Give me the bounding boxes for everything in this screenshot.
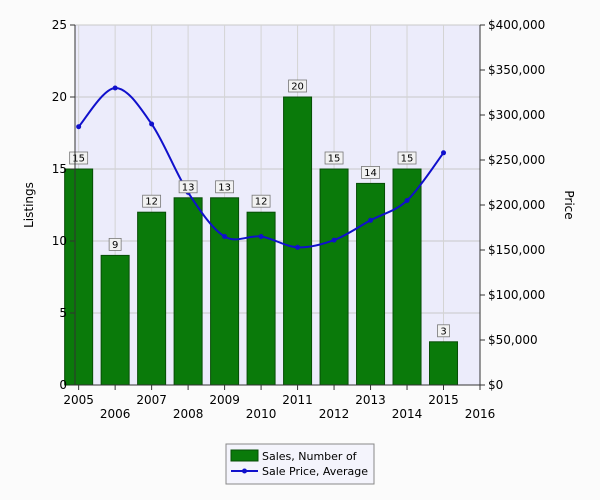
data-label-text: 14 (364, 168, 377, 179)
bar-2006 (100, 254, 130, 386)
y-axis-title: Listings (22, 182, 36, 228)
x-tick-label: 2006 (100, 407, 131, 421)
legend-label-price: Sale Price, Average (262, 465, 368, 478)
data-label-box (178, 180, 198, 194)
y-tick-label: 20 (52, 90, 67, 104)
bar-2011 (283, 96, 313, 386)
price-point-2013 (368, 217, 374, 223)
data-label-text: 20 (291, 82, 304, 93)
data-label-2006: 9 (108, 237, 122, 251)
data-label-2007: 12 (142, 194, 162, 208)
x-tick-label: 2009 (209, 393, 240, 407)
price-point-2005 (76, 124, 82, 130)
y2-tick-label: $400,000 (488, 18, 545, 32)
x-tick-label: 2016 (465, 407, 496, 421)
x-tick-label: 2015 (428, 393, 459, 407)
bar-2010 (246, 211, 276, 386)
legend: Sales, Number of Sale Price, Average (225, 443, 375, 485)
data-label-2011: 20 (288, 79, 307, 93)
data-label-2012: 15 (324, 151, 344, 165)
price-point-2015 (441, 150, 447, 156)
y2-tick-label: $350,000 (488, 63, 545, 77)
y2-tick-label: $150,000 (488, 243, 545, 257)
data-label-box (437, 324, 450, 338)
data-label-box (324, 151, 344, 165)
data-label-box (251, 194, 271, 208)
legend-bar-swatch (230, 449, 259, 462)
x-tick-label: 2014 (392, 407, 423, 421)
line-series (76, 85, 447, 250)
data-label-2014: 15 (397, 151, 417, 165)
legend-line-marker (242, 468, 247, 474)
data-label-2015: 3 (437, 324, 450, 338)
y-tick-label: 0 (59, 378, 67, 392)
price-point-2012 (331, 237, 337, 243)
y-tick-label: 15 (52, 162, 67, 176)
x-tick-label: 2005 (63, 393, 94, 407)
data-label-text: 3 (440, 326, 446, 337)
price-point-2010 (258, 234, 264, 239)
bar-2007 (137, 211, 167, 386)
data-label-text: 13 (182, 182, 195, 193)
y2-tick-label: $200,000 (488, 198, 545, 212)
data-label-text: 12 (145, 197, 158, 208)
y2-tick-label: $300,000 (488, 108, 545, 122)
bar-2005 (64, 168, 94, 386)
x-tick-label: 2012 (319, 407, 350, 421)
y-tick-label: 10 (52, 234, 67, 248)
x-tick-label: 2013 (355, 393, 386, 407)
data-label-text: 15 (401, 154, 414, 165)
price-point-2006 (112, 85, 118, 91)
data-label-text: 13 (218, 182, 231, 193)
bar-2012 (319, 168, 349, 386)
data-label-box (69, 151, 89, 165)
data-label-box (215, 180, 234, 194)
bar-2009 (210, 197, 240, 386)
bar-2008 (173, 197, 203, 386)
bar-2015 (429, 341, 459, 386)
axes: 0 5 10 15 20 25 $0 $50,000 $100,000 $150,000 $200,… (52, 18, 546, 421)
data-label-2013: 14 (361, 165, 380, 179)
y2-tick-label: $0 (488, 378, 503, 392)
data-label-text: 9 (112, 240, 118, 251)
x-tick-label: 2007 (136, 393, 167, 407)
data-label-box (288, 79, 307, 93)
data-label-text: 15 (72, 154, 85, 165)
price-point-2014 (404, 198, 410, 203)
data-labels: 15 9 12 13 13 12 20 15 14 15 3 (69, 79, 450, 338)
y-tick-label: 5 (59, 306, 67, 320)
price-point-2011 (295, 244, 301, 250)
data-label-2010: 12 (251, 194, 271, 208)
data-label-text: 15 (328, 154, 341, 165)
data-label-box (108, 237, 122, 251)
price-point-2009 (222, 234, 228, 239)
data-label-2009: 13 (215, 180, 234, 194)
bar-series (64, 96, 459, 386)
data-label-text: 12 (255, 197, 268, 208)
bar-2014 (392, 168, 422, 386)
legend-label-sales: Sales, Number of (262, 450, 358, 463)
data-label-2008: 13 (178, 180, 198, 194)
y-tick-label: 25 (52, 18, 67, 32)
data-label-2005: 15 (69, 151, 89, 165)
y2-tick-label: $100,000 (488, 288, 545, 302)
x-tick-label: 2011 (282, 393, 313, 407)
x-tick-label: 2008 (173, 407, 204, 421)
y2-tick-label: $50,000 (488, 333, 538, 347)
y2-tick-label: $250,000 (488, 153, 545, 167)
x-tick-label: 2010 (246, 407, 277, 421)
y2-axis-title: Price (562, 190, 576, 219)
bar-2013 (356, 182, 386, 386)
data-label-box (361, 165, 380, 179)
data-label-box (142, 194, 162, 208)
price-point-2007 (149, 121, 155, 127)
data-label-box (397, 151, 417, 165)
